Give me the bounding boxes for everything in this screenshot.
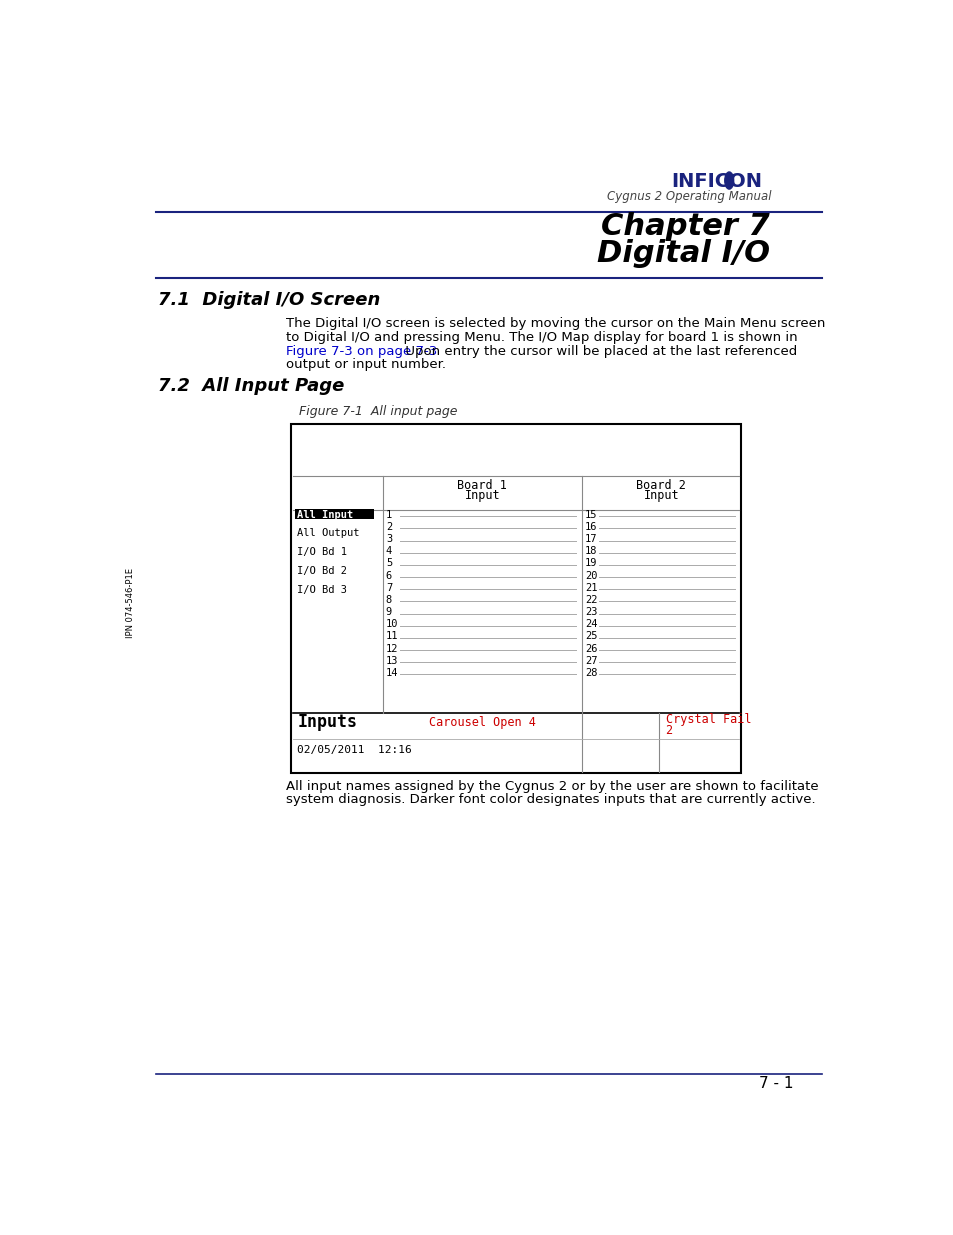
Text: Figure 7-3 on page 7-3: Figure 7-3 on page 7-3 [286,345,436,358]
Text: 7.1  Digital I/O Screen: 7.1 Digital I/O Screen [158,290,380,309]
Bar [294,509,374,520]
Text: 14: 14 [385,668,398,678]
Text: 28: 28 [584,668,597,678]
Text: 10: 10 [385,619,398,630]
Text: 12: 12 [385,643,398,653]
Text: output or input number.: output or input number. [286,358,445,372]
Text: 7: 7 [385,583,392,593]
Text: 24: 24 [584,619,597,630]
Text: All Output: All Output [297,527,359,537]
Text: 18: 18 [584,546,597,556]
Text: 7 - 1: 7 - 1 [759,1076,793,1091]
Text: 9: 9 [385,608,392,618]
Text: 17: 17 [584,534,597,545]
Text: 5: 5 [385,558,392,568]
Text: 16: 16 [584,522,597,532]
Text: 2: 2 [385,522,392,532]
Text: Input: Input [643,489,679,503]
Ellipse shape [724,172,733,189]
Text: I/O Bd 3: I/O Bd 3 [297,585,347,595]
Text: Board 1: Board 1 [456,478,507,492]
Text: INFICON: INFICON [671,172,761,190]
Text: to Digital I/O and pressing Menu. The I/O Map display for board 1 is shown in: to Digital I/O and pressing Menu. The I/… [286,331,797,343]
Text: 21: 21 [584,583,597,593]
Text: 02/05/2011  12:16: 02/05/2011 12:16 [297,746,412,756]
Text: 22: 22 [584,595,597,605]
Text: 4: 4 [385,546,392,556]
Text: IPN 074-546-P1E: IPN 074-546-P1E [126,568,134,637]
Text: Carousel Open 4: Carousel Open 4 [429,716,536,729]
Text: Chapter 7: Chapter 7 [601,212,769,241]
Text: 8: 8 [385,595,392,605]
Text: I/O Bd 1: I/O Bd 1 [297,547,347,557]
Text: All input names assigned by the Cygnus 2 or by the user are shown to facilitate: All input names assigned by the Cygnus 2… [286,779,818,793]
Text: 11: 11 [385,631,398,641]
Text: 25: 25 [584,631,597,641]
Text: . Upon entry the cursor will be placed at the last referenced: . Upon entry the cursor will be placed a… [396,345,796,358]
Text: 2: 2 [665,724,672,737]
Text: 27: 27 [584,656,597,666]
Text: 3: 3 [385,534,392,545]
Text: 26: 26 [584,643,597,653]
Text: 13: 13 [385,656,398,666]
Text: Inputs: Inputs [297,714,357,731]
Text: Input: Input [464,489,499,503]
Text: 19: 19 [584,558,597,568]
Text: Digital I/O: Digital I/O [597,240,769,268]
Text: Crystal Fail: Crystal Fail [665,714,750,726]
Text: 7.2  All Input Page: 7.2 All Input Page [158,377,344,395]
Text: I/O Bd 2: I/O Bd 2 [297,566,347,576]
Text: 15: 15 [584,510,597,520]
Text: 20: 20 [584,571,597,580]
Text: The Digital I/O screen is selected by moving the cursor on the Main Menu screen: The Digital I/O screen is selected by mo… [286,317,824,330]
Text: system diagnosis. Darker font color designates inputs that are currently active.: system diagnosis. Darker font color desi… [286,793,815,806]
Text: Figure 7-1  All input page: Figure 7-1 All input page [298,405,457,417]
Text: All Input: All Input [297,510,354,520]
Text: Cygnus 2 Operating Manual: Cygnus 2 Operating Manual [607,190,771,203]
Text: Board 2: Board 2 [636,478,685,492]
Text: 1: 1 [385,510,392,520]
Text: 23: 23 [584,608,597,618]
Bar [291,424,740,773]
Text: 6: 6 [385,571,392,580]
